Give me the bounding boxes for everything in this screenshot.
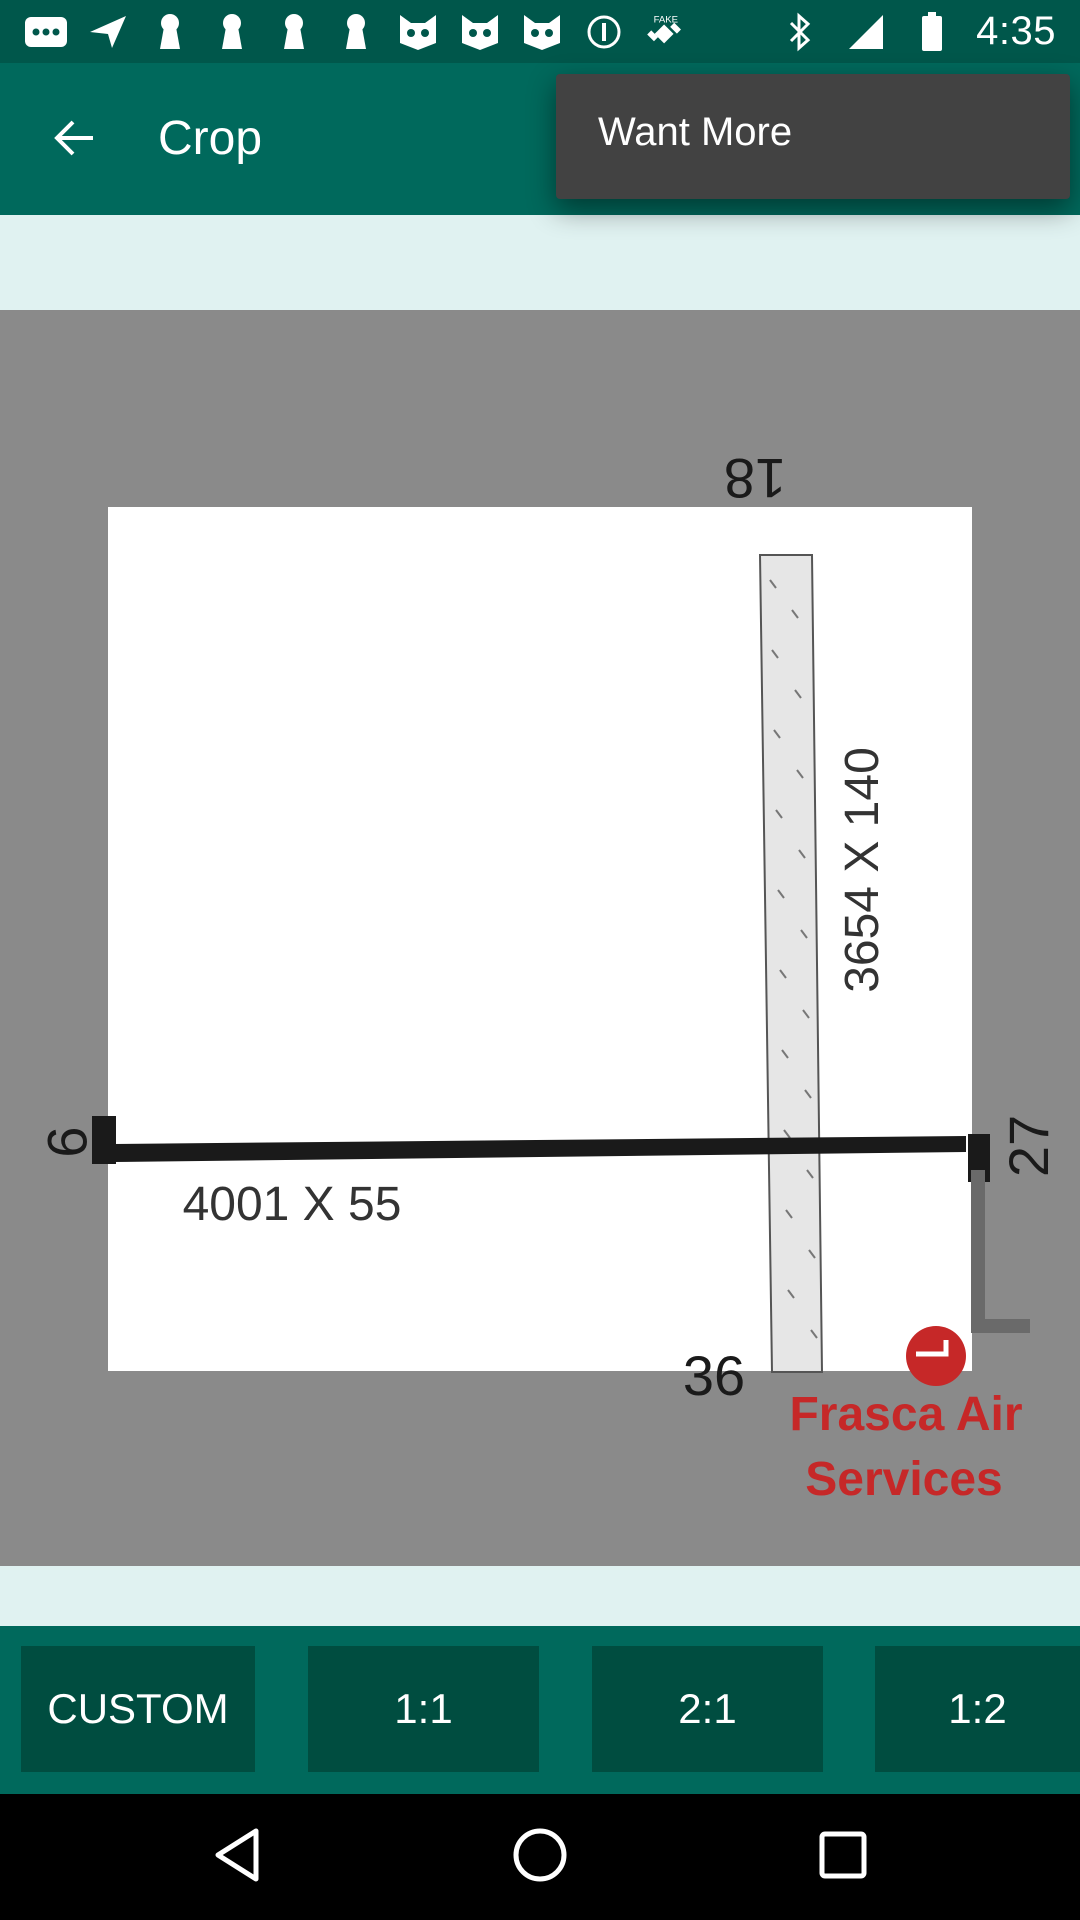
nav-home-button[interactable] [499,1816,581,1898]
back-triangle-icon [212,1827,262,1888]
runway-label-bottom: 36 [683,1344,745,1407]
status-bar: FAKE 4:35 [0,0,1080,63]
battery-icon [910,11,954,52]
recents-square-icon [818,1830,868,1885]
cat-face-icon [458,12,502,52]
crop-image: 18 9 27 36 4001 X 55 3654 X 140 Frasca A… [0,310,1080,1566]
runway-end-left [92,1116,116,1164]
brand-line-1: Frasca Air [789,1388,1022,1441]
back-button[interactable] [38,105,108,175]
aspect-ratio-bar: CUSTOM 1:1 2:1 1:2 [0,1626,1080,1794]
runway-label-left: 9 [36,1126,99,1157]
status-time: 4:35 [976,9,1056,53]
send-icon [86,12,130,52]
brand-line-2: Services [805,1453,1003,1506]
top-band [0,215,1080,310]
cat-face-icon [396,12,440,52]
signal-icon [844,12,888,52]
horizontal-runway [114,1136,966,1162]
nav-recents-button[interactable] [802,1816,884,1898]
bluetooth-icon [778,12,822,52]
arrow-back-icon [51,118,95,163]
keyhole-icon [210,12,254,52]
runway-label-right: 27 [997,1115,1060,1177]
runway-label-top: 18 [724,447,786,510]
status-bar-left: FAKE [0,12,688,52]
info-circle-icon [582,12,626,52]
more-dots-icon [24,12,68,52]
fake-label: FAKE [654,14,678,25]
keyhole-icon [272,12,316,52]
taxiway [971,1170,1030,1333]
aspect-2-1-button[interactable]: 2:1 [592,1646,823,1772]
vertical-dimension-label: 3654 X 140 [836,747,889,993]
cat-face-icon [520,12,564,52]
vertical-runway [758,554,824,1373]
runway-hatching [769,579,818,1339]
home-circle-icon [512,1827,568,1888]
page-title: Crop [158,112,263,165]
navigation-bar [0,1794,1080,1920]
aspect-1-1-button[interactable]: 1:1 [308,1646,539,1772]
frasca-logo [906,1326,966,1386]
crop-area[interactable]: 18 9 27 36 4001 X 55 3654 X 140 Frasca A… [0,310,1080,1566]
keyhole-icon [334,12,378,52]
nav-back-button[interactable] [196,1816,278,1898]
menu-item-want-more[interactable]: Want More [598,110,793,154]
aspect-1-2-button[interactable]: 1:2 [875,1646,1080,1772]
crop-window[interactable] [108,507,972,1371]
overflow-menu: Want More [556,74,1070,199]
keyhole-icon [148,12,192,52]
satellite-fake-icon: FAKE [644,12,688,52]
aspect-custom-button[interactable]: CUSTOM [21,1646,255,1772]
bottom-band [0,1566,1080,1626]
horizontal-dimension-label: 4001 X 55 [183,1178,402,1231]
status-bar-right: 4:35 [778,9,1080,54]
